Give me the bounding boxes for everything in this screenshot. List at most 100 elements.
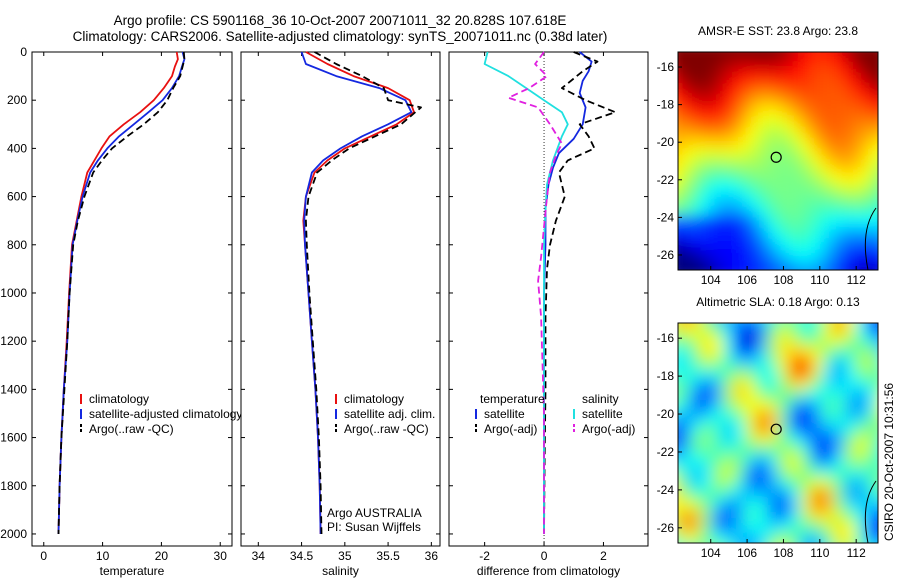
- sst_map-field-cell: [733, 52, 746, 53]
- sst_map-field-group: [678, 52, 890, 282]
- sla_map-field-cell: [789, 477, 801, 489]
- sst_map-xtick-label: 110: [810, 273, 829, 287]
- sla_map-field-group: [678, 323, 878, 543]
- salinity-xtick-label: 36: [425, 549, 439, 563]
- sla_map-field-cell: [800, 422, 812, 434]
- sla_map-field-cell: [733, 356, 746, 368]
- sst_map-field-cell: [866, 182, 878, 195]
- sla_map-field-cell: [678, 345, 690, 357]
- sst_map-field-cell: [789, 117, 801, 129]
- sla_map-field-cell: [689, 334, 701, 346]
- sst_map-field-cell: [811, 52, 823, 64]
- sla_map-field-cell: [711, 400, 723, 412]
- temperature-ytick-label: 400: [7, 141, 27, 155]
- sst_map-field-cell: [733, 150, 746, 162]
- sla_map-field-cell: [766, 532, 779, 543]
- temperature-axes-frame: [31, 51, 233, 547]
- sst_map-field-cell: [822, 182, 835, 195]
- sst_map-field-cell: [755, 95, 768, 108]
- temperature-ytick-label: 1400: [0, 382, 27, 396]
- sst_map-field-cell: [733, 84, 746, 97]
- sla_map-field-cell: [855, 433, 868, 445]
- sla_map-field-cell: [833, 400, 846, 412]
- temperature-legend-label: satellite-adjusted climatology: [89, 407, 242, 421]
- sst_map-field-cell: [678, 259, 690, 270]
- sst_map-field-cell: [755, 259, 768, 270]
- sst_map-field-cell: [822, 62, 835, 75]
- sst_map-field-cell: [866, 237, 878, 249]
- sst_map-field-cell: [755, 128, 768, 140]
- sla_map-field-cell: [833, 356, 846, 368]
- sst_map-field-cell: [844, 52, 857, 53]
- sst_map-field-cell: [700, 52, 712, 53]
- sst_map-field-cell: [833, 150, 846, 162]
- sla_map-field-cell: [678, 422, 690, 434]
- sla_map-field-cell: [844, 345, 857, 357]
- sst_map-field-cell: [866, 139, 878, 151]
- sst_map-field-cell: [766, 237, 779, 249]
- sst_map-field-cell: [778, 150, 790, 162]
- sla_map-field-cell: [833, 389, 846, 401]
- sst_map-field-cell: [811, 248, 823, 260]
- sla_map-field-cell: [844, 422, 857, 434]
- sst_map-field-cell: [744, 171, 757, 184]
- sla_map-field-cell: [789, 323, 801, 324]
- sst_map-field-cell: [811, 237, 823, 249]
- sst_map-field-cell: [778, 128, 790, 140]
- sla_map-field-cell: [689, 356, 701, 368]
- salinity-axes-frame: [240, 51, 441, 547]
- sst_map-field-cell: [778, 193, 790, 206]
- sst_map-field-cell: [844, 193, 857, 206]
- sst_map-field-cell: [678, 248, 690, 260]
- sla_map-field-cell: [866, 345, 878, 357]
- sst_map-field-cell: [689, 248, 701, 260]
- sla_map-field-cell: [833, 510, 846, 522]
- sla_map-field-cell: [844, 433, 857, 445]
- sla_map-field-cell: [700, 466, 712, 478]
- sla_map-field-cell: [778, 411, 790, 423]
- sla_map-field-cell: [711, 477, 723, 489]
- sst_map-field-cell: [733, 106, 746, 118]
- sla_map-field-cell: [755, 356, 768, 368]
- sla_map-field-cell: [866, 455, 878, 467]
- sst_map-field-cell: [678, 73, 679, 86]
- sst_map-field-cell: [878, 183, 890, 195]
- sla_map-field-cell: [822, 466, 835, 478]
- sst_map-field-cell: [733, 161, 746, 173]
- sst_map-field-cell: [722, 259, 735, 270]
- sla_map-field-cell: [711, 356, 723, 368]
- sla_map-field-cell: [866, 532, 878, 543]
- sst_map-field-cell: [811, 193, 823, 206]
- sst_map-xtick-label: 106: [737, 273, 757, 287]
- sst_map-field-cell: [744, 139, 757, 151]
- sla_map-field-cell: [855, 356, 868, 368]
- sla_map-field-cell: [811, 422, 823, 434]
- sst_map-field-cell: [711, 106, 723, 118]
- sla_map-xtick-label: 104: [701, 546, 721, 560]
- sla_map-field-cell: [866, 411, 878, 423]
- sst_map-field-cell: [755, 226, 768, 238]
- sla_map-field-cell: [733, 521, 746, 533]
- sla_map-field-cell: [844, 532, 857, 543]
- figure-title-line-2: Climatology: CARS2006. Satellite-adjuste…: [72, 29, 608, 44]
- sla_map-field-cell: [822, 433, 835, 445]
- sst_map-field-cell: [878, 270, 890, 282]
- sst_map-field-cell: [811, 62, 823, 75]
- sla_map-field-cell: [866, 499, 878, 511]
- sla_map-field-cell: [744, 334, 757, 346]
- sla_map-field-cell: [766, 433, 779, 445]
- sst_map-field-cell: [722, 117, 735, 129]
- sst_map-field-cell: [778, 117, 790, 129]
- sla_map-field-cell: [811, 433, 823, 445]
- sla_map-field-cell: [855, 499, 868, 511]
- sst_map-field-cell: [711, 84, 723, 97]
- sst_map-field-cell: [800, 182, 812, 195]
- temperature-legend-label: climatology: [89, 392, 149, 406]
- sst_map-field-cell: [866, 161, 878, 173]
- sst_map-field-cell: [733, 62, 746, 75]
- sla_map-field-cell: [766, 444, 779, 456]
- salinity-annotation: PI: Susan Wijffels: [327, 520, 421, 534]
- sst_map-field-cell: [811, 128, 823, 140]
- sst_map-field-cell: [778, 226, 790, 238]
- sst_map-field-cell: [778, 52, 790, 64]
